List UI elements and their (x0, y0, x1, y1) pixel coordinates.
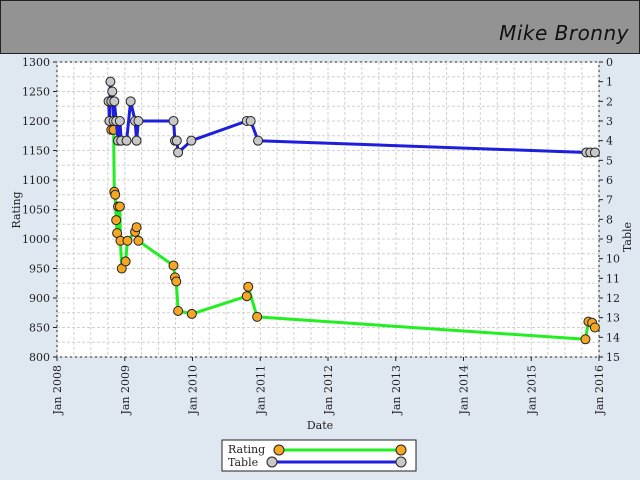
right-tick-label: 6 (606, 174, 613, 187)
left-axis-ticks: 800 850 900 950 1000 1050 1100 1150 1200 1250 1300 (22, 56, 57, 364)
right-tick-label: 14 (606, 331, 620, 344)
right-tick-label: 10 (606, 253, 620, 266)
rating-point (243, 281, 254, 292)
x-tick-label: Jan 2008 (51, 365, 64, 416)
rating-point (241, 291, 252, 302)
player-name: Mike Bronny (499, 21, 629, 45)
right-tick-label: 13 (606, 312, 620, 325)
table-point (125, 96, 136, 107)
legend-box (221, 439, 417, 472)
table-point (131, 135, 142, 146)
series-layer (103, 76, 600, 345)
header-bar: Mike Bronny (0, 0, 640, 54)
rating-point (122, 235, 133, 246)
left-tick-label: 1100 (22, 174, 50, 187)
table-point (121, 135, 132, 146)
right-tick-label: 12 (606, 292, 620, 305)
left-tick-label: 850 (29, 322, 50, 335)
x-tick-label: Jan 2009 (119, 365, 132, 416)
table-point (168, 116, 179, 126)
rating-point (120, 256, 131, 267)
right-tick-label: 3 (606, 115, 613, 128)
legend-marker-rating-start (273, 444, 285, 456)
table-point (186, 135, 197, 146)
left-tick-label: 1250 (22, 86, 50, 99)
table-point (253, 135, 264, 146)
table-point (171, 135, 182, 146)
left-tick-label: 1050 (22, 204, 50, 217)
x-tick-label: Jan 2015 (525, 365, 538, 416)
right-tick-label: 8 (606, 213, 613, 226)
table-point (133, 116, 144, 126)
left-tick-label: 1150 (22, 145, 50, 158)
x-tick-label: Jan 2011 (254, 365, 267, 416)
rating-point (133, 235, 144, 246)
left-tick-label: 950 (29, 263, 50, 276)
rating-point (173, 305, 184, 316)
rating-point (131, 222, 142, 233)
x-tick-label: Jan 2012 (322, 365, 335, 416)
legend-marker-table-end (395, 456, 407, 468)
table-point (245, 116, 256, 126)
legend-label-rating: Rating (228, 443, 265, 456)
left-tick-label: 800 (29, 351, 50, 364)
legend-label-table: Table (228, 456, 258, 469)
rating-point (168, 260, 179, 271)
left-tick-label: 900 (29, 292, 50, 305)
table-point (589, 147, 600, 158)
right-tick-label: 15 (606, 351, 620, 364)
right-tick-label: 4 (606, 135, 613, 148)
table-point (105, 76, 116, 87)
grid-lines (56, 61, 600, 358)
rating-point (589, 322, 600, 333)
x-tick-label: Jan 2014 (458, 365, 471, 416)
table-point (109, 96, 120, 107)
x-tick-label: Jan 2013 (390, 365, 403, 416)
legend: Rating Table (221, 439, 417, 472)
table-point (114, 116, 125, 126)
rating-point (171, 276, 182, 287)
y-left-axis-label: Rating (10, 191, 23, 228)
y-right-axis-label: Table (621, 222, 634, 252)
legend-marker-rating-end (395, 444, 407, 456)
right-tick-label: 7 (606, 194, 613, 207)
x-axis-ticks: Jan 2008 Jan 2009 Jan 2010 Jan 2011 Jan 2012… (51, 357, 606, 416)
rating-point (580, 334, 591, 345)
rating-point (110, 189, 121, 200)
left-tick-label: 1300 (22, 56, 50, 69)
rating-point (111, 215, 122, 226)
left-tick-label: 1200 (22, 115, 50, 128)
right-tick-label: 11 (606, 272, 620, 285)
right-tick-label: 2 (606, 95, 613, 108)
x-tick-label: Jan 2016 (593, 365, 606, 416)
table-point (107, 86, 118, 97)
rating-point (186, 308, 197, 319)
table-point (173, 147, 184, 158)
right-tick-label: 9 (606, 233, 613, 246)
rating-point (252, 311, 263, 322)
rating-point (114, 201, 125, 212)
right-tick-label: 0 (606, 56, 613, 69)
right-tick-label: 5 (606, 154, 613, 167)
x-tick-label: Jan 2010 (187, 365, 200, 416)
left-tick-label: 1000 (22, 233, 50, 246)
x-axis-label: Date (307, 419, 333, 432)
right-tick-label: 1 (606, 76, 613, 89)
legend-marker-table-start (266, 456, 278, 468)
